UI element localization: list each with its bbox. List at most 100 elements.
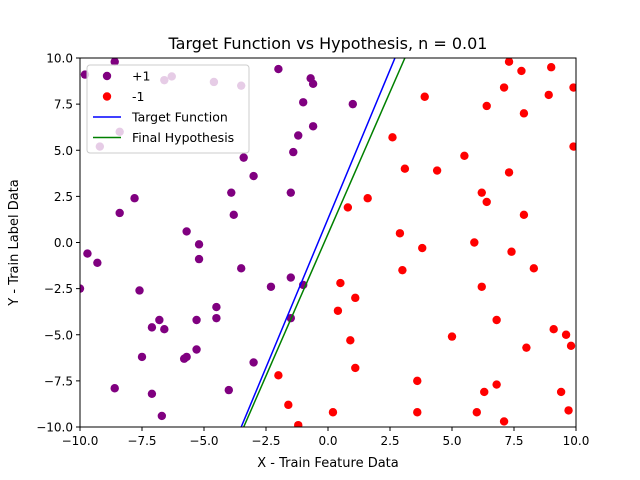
- point-series-0-1: [110, 58, 119, 66]
- point-series-1-3: [569, 83, 576, 92]
- legend-label-3: Final Hypothesis: [132, 130, 234, 145]
- y-tick-label-3: −2.5: [44, 282, 73, 296]
- point-series-1-9: [388, 133, 397, 142]
- point-series-1-20: [395, 229, 405, 238]
- point-series-1-48: [294, 420, 303, 427]
- legend: +1 -1 Target Function Final Hypothesis: [86, 64, 250, 154]
- point-series-0-16: [239, 153, 248, 162]
- point-series-1-16: [363, 194, 372, 203]
- legend-marker-0: [102, 71, 112, 81]
- y-axis-ticks: −10.0 −7.5 −5.0 −2.5 0.0 2.5 5.0 7.5 10.0: [36, 52, 80, 435]
- point-series-1-12: [400, 164, 410, 173]
- point-series-0-39: [147, 323, 157, 332]
- point-series-0-31: [135, 286, 144, 295]
- point-series-1-43: [284, 400, 293, 410]
- point-series-1-25: [529, 264, 539, 273]
- point-series-1-30: [492, 315, 501, 325]
- point-series-1-44: [328, 408, 338, 417]
- legend-label-0: +1: [132, 69, 150, 84]
- point-series-0-21: [115, 208, 124, 218]
- y-tick-label-8: 10.0: [46, 52, 73, 66]
- point-series-0-13: [308, 122, 318, 131]
- point-series-1-21: [470, 238, 479, 247]
- y-tick-label-1: −7.5: [44, 374, 73, 388]
- point-series-0-40: [160, 325, 169, 334]
- y-tick-label-2: −5.0: [44, 328, 73, 342]
- point-series-1-17: [482, 197, 491, 207]
- x-tick-label-3: −2.5: [251, 434, 280, 448]
- x-tick-label-7: 7.5: [504, 434, 523, 448]
- point-series-1-10: [569, 142, 576, 151]
- point-series-0-24: [194, 240, 204, 249]
- point-series-0-15: [289, 147, 298, 157]
- x-tick-label-0: −10.0: [62, 434, 99, 448]
- point-series-1-32: [561, 330, 571, 339]
- point-series-0-14: [294, 131, 303, 140]
- point-series-0-44: [179, 354, 189, 363]
- point-series-1-2: [517, 66, 526, 76]
- point-series-1-34: [346, 336, 355, 345]
- point-series-1-13: [432, 166, 442, 175]
- y-tick-label-0: −10.0: [36, 421, 73, 435]
- point-series-1-28: [351, 293, 360, 303]
- point-series-1-8: [519, 109, 529, 118]
- point-series-1-7: [482, 101, 491, 111]
- point-series-0-20: [130, 194, 139, 203]
- point-series-0-8: [274, 64, 283, 74]
- point-series-0-47: [224, 385, 233, 395]
- y-tick-label-4: 0.0: [54, 236, 73, 250]
- point-series-0-25: [83, 249, 92, 258]
- point-series-0-12: [348, 99, 357, 109]
- point-series-1-37: [351, 363, 360, 373]
- point-series-0-41: [192, 345, 201, 354]
- point-series-1-5: [544, 90, 553, 100]
- x-axis-label: X - Train Feature Data: [257, 456, 398, 471]
- point-series-0-35: [212, 313, 221, 323]
- point-series-0-23: [182, 227, 191, 236]
- point-series-1-33: [447, 332, 457, 341]
- x-tick-label-6: 5.0: [442, 434, 461, 448]
- line-target-function: [240, 58, 396, 427]
- point-series-0-30: [80, 284, 85, 293]
- point-series-1-41: [480, 387, 489, 397]
- x-tick-label-8: 10.0: [563, 434, 590, 448]
- point-series-1-40: [492, 380, 501, 389]
- point-series-1-1: [547, 63, 556, 72]
- point-series-0-38: [192, 315, 201, 325]
- point-series-1-46: [472, 408, 481, 417]
- point-series-0-45: [249, 358, 258, 367]
- point-series-1-6: [420, 92, 429, 101]
- legend-label-1: -1: [132, 89, 144, 104]
- x-tick-label-2: −5.0: [189, 434, 218, 448]
- point-series-1-15: [477, 188, 486, 197]
- x-axis-ticks: −10.0 −7.5 −5.0 −2.5 0.0 2.5 5.0 7.5 10.0: [62, 427, 590, 448]
- point-series-0-42: [137, 352, 147, 362]
- point-series-0-49: [157, 411, 167, 421]
- point-series-0-10: [308, 79, 318, 89]
- point-series-0-19: [286, 188, 295, 197]
- point-series-0-18: [227, 188, 236, 197]
- point-series-1-39: [413, 376, 422, 386]
- point-series-1-35: [522, 343, 531, 352]
- point-series-1-24: [398, 265, 407, 275]
- point-series-1-47: [564, 406, 573, 415]
- y-tick-label-5: 2.5: [54, 190, 73, 204]
- y-tick-label-6: 5.0: [54, 144, 73, 158]
- function-lines: [240, 58, 406, 427]
- x-tick-label-5: 2.5: [380, 434, 399, 448]
- point-series-0-29: [286, 273, 295, 282]
- legend-label-2: Target Function: [131, 110, 228, 125]
- point-series-1-11: [460, 151, 469, 160]
- point-series-1-4: [499, 83, 509, 92]
- point-series-0-46: [110, 384, 119, 393]
- chart-title: Target Function vs Hypothesis, n = 0.01: [168, 34, 488, 53]
- line-final-hypothesis: [242, 58, 406, 427]
- point-series-1-49: [499, 417, 509, 426]
- point-series-0-34: [212, 302, 221, 312]
- point-series-1-0: [504, 58, 514, 66]
- point-series-1-36: [566, 341, 576, 351]
- point-series-1-22: [418, 243, 427, 253]
- point-series-0-48: [147, 389, 157, 398]
- point-series-1-26: [336, 278, 345, 288]
